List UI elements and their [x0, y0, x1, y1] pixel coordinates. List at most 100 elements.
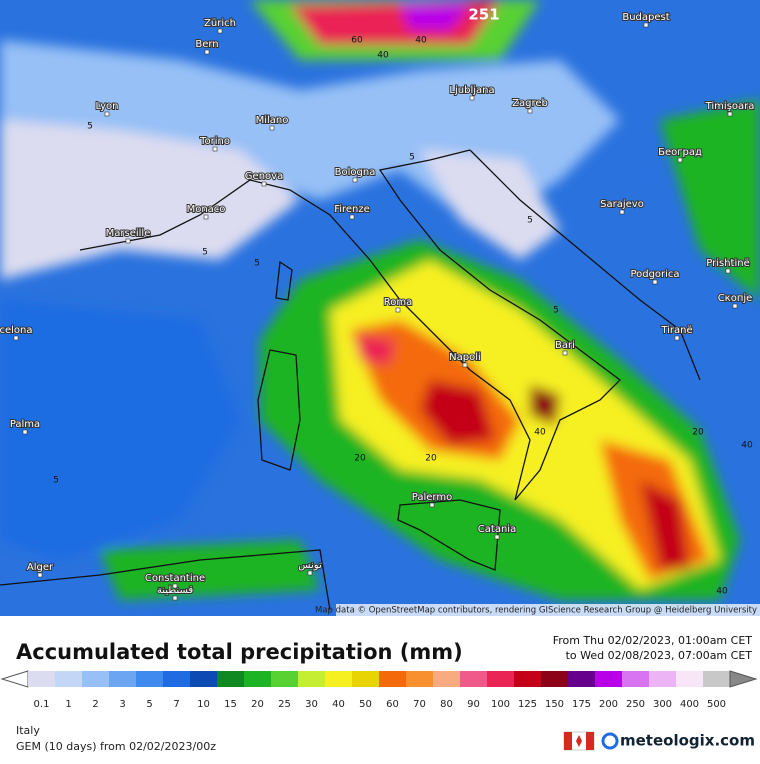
scale-label: 30	[305, 699, 318, 710]
city-label: Lyon	[95, 101, 118, 112]
flag-left	[564, 732, 572, 750]
scale-label: 300	[653, 699, 672, 710]
city-dot	[37, 572, 43, 578]
contour-label: 20	[425, 454, 437, 464]
scale-segment	[514, 671, 542, 687]
scale-segment	[379, 671, 407, 687]
city-label: Napoli	[449, 352, 481, 363]
city-label: Zürich	[204, 18, 236, 29]
scale-label: 10	[197, 699, 210, 710]
contour-label: 5	[527, 216, 533, 226]
contour-label: 40	[716, 587, 728, 597]
scale-label: 7	[173, 699, 179, 710]
scale-segment	[298, 671, 326, 687]
city-label: تونس	[298, 560, 322, 571]
legend-title: Accumulated total precipitation (mm)	[16, 640, 463, 664]
contour-label: 40	[415, 36, 427, 46]
city-label: Monaco	[187, 204, 226, 215]
city-dot	[725, 268, 731, 274]
scale-label: 80	[440, 699, 453, 710]
scale-segment	[406, 671, 434, 687]
city-dot	[104, 111, 110, 117]
city-label: Bari	[555, 340, 575, 351]
scale-segment	[568, 671, 596, 687]
max-label: 251	[468, 6, 499, 24]
brand[interactable]: meteologix.com	[620, 732, 755, 750]
color-scale: 0.1 1 2 3 5 7 10 15 20 25 30 40 50 60 70 80 90 100 125 150 1…	[0, 670, 758, 710]
city-label: Alger	[27, 562, 54, 573]
scale-label: 400	[680, 699, 699, 710]
scale-label: 175	[572, 699, 591, 710]
city-label: Ljubljana	[449, 85, 494, 96]
contour-label: 40	[377, 51, 389, 61]
city-label: Tiranë	[660, 325, 692, 336]
city-dot	[429, 502, 435, 508]
city-dot	[562, 350, 568, 356]
scale-label: 40	[332, 699, 345, 710]
city-label: Constantine	[145, 573, 205, 584]
city-label: Београд	[658, 147, 702, 158]
scale-label: 250	[626, 699, 645, 710]
city-dot	[307, 570, 313, 576]
city-dot	[732, 303, 738, 309]
scale-label: 15	[224, 699, 237, 710]
scale-segment	[541, 671, 569, 687]
scale-label: 20	[251, 699, 264, 710]
scale-segment	[190, 671, 218, 687]
scale-segment	[28, 671, 56, 687]
city-dot	[727, 111, 733, 117]
contour-label: 5	[553, 306, 559, 316]
city-label: Bologna	[335, 167, 376, 178]
city-dot	[494, 534, 500, 540]
scale-segment	[82, 671, 110, 687]
scale-segment	[136, 671, 164, 687]
scale-label: 0.1	[34, 699, 50, 710]
city-dot	[269, 125, 275, 131]
scale-segment	[676, 671, 704, 687]
city-label: Zagreb	[512, 98, 548, 109]
city-label: قسنطينة	[157, 585, 194, 596]
attribution-bg	[336, 604, 760, 616]
city-dot	[217, 28, 223, 34]
period-from: From Thu 02/02/2023, 01:00am CET	[553, 634, 753, 647]
scale-segment	[649, 671, 677, 687]
contour-label: 5	[53, 476, 59, 486]
city-dot	[204, 49, 210, 55]
coastlines	[0, 149, 701, 611]
flag-leaf	[576, 735, 582, 747]
scale-label: 150	[545, 699, 564, 710]
model-run: GEM (10 days) from 02/02/2023/00z	[16, 740, 216, 753]
contour-label: 60	[351, 36, 363, 46]
scale-label: 50	[359, 699, 372, 710]
period-to: to Wed 02/08/2023, 07:00am CET	[566, 649, 753, 662]
scale-label: 125	[518, 699, 537, 710]
city-dot	[527, 108, 533, 114]
scale-segment	[55, 671, 83, 687]
city-label: Prishtinë	[706, 258, 749, 269]
city-dot	[395, 307, 401, 313]
contour-label: 5	[254, 259, 260, 269]
city-label: Marseille	[106, 228, 151, 239]
scale-label: 200	[599, 699, 618, 710]
city-label: Palermo	[412, 492, 452, 503]
scale-arrow-right	[729, 670, 758, 688]
scale-segment	[325, 671, 353, 687]
scale-segment	[217, 671, 245, 687]
scale-label: 90	[467, 699, 480, 710]
city-label: Firenze	[334, 204, 370, 215]
city-dot	[349, 214, 355, 220]
scale-label: 1	[65, 699, 71, 710]
contour-label: 20	[354, 454, 366, 464]
city-dot	[674, 335, 680, 341]
scale-segment	[622, 671, 650, 687]
contour-label: 5	[202, 248, 208, 258]
city-dot	[203, 214, 209, 220]
scale-segment	[271, 671, 299, 687]
scale-arrow-left	[0, 670, 29, 688]
scale-segment	[460, 671, 488, 687]
scale-segment	[109, 671, 137, 687]
brand-logo[interactable]	[601, 732, 619, 750]
city-dot	[677, 157, 683, 163]
